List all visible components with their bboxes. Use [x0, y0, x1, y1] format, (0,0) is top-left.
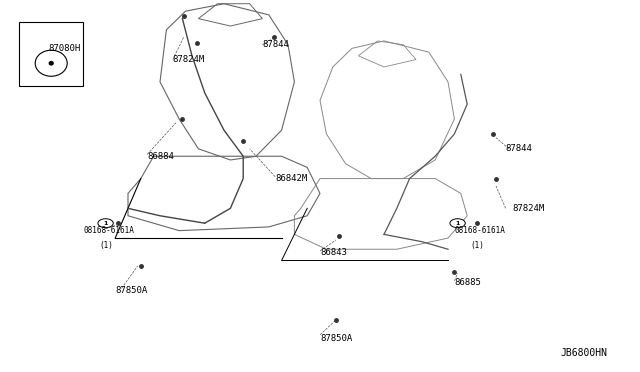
Text: 1: 1 — [456, 221, 460, 226]
Circle shape — [450, 219, 465, 228]
Text: 1: 1 — [104, 221, 108, 226]
Text: 08168-6161A: 08168-6161A — [83, 226, 134, 235]
Text: 87844: 87844 — [506, 144, 532, 153]
Text: 86884: 86884 — [147, 152, 174, 161]
Circle shape — [98, 219, 113, 228]
Text: JB6800HN: JB6800HN — [560, 349, 607, 358]
Text: (1): (1) — [470, 241, 484, 250]
Text: 87844: 87844 — [262, 40, 289, 49]
Text: 87080H: 87080H — [48, 44, 80, 53]
Ellipse shape — [35, 50, 67, 76]
Text: 87824M: 87824M — [173, 55, 205, 64]
Text: (1): (1) — [99, 241, 113, 250]
Text: 87824M: 87824M — [512, 204, 544, 213]
Text: 87850A: 87850A — [115, 286, 147, 295]
FancyBboxPatch shape — [19, 22, 83, 86]
Text: 86843: 86843 — [320, 248, 347, 257]
Text: 08168-6161A: 08168-6161A — [454, 226, 505, 235]
Ellipse shape — [49, 62, 53, 65]
Text: 87850A: 87850A — [320, 334, 352, 343]
Text: 86842M: 86842M — [275, 174, 307, 183]
Text: 86885: 86885 — [454, 278, 481, 287]
